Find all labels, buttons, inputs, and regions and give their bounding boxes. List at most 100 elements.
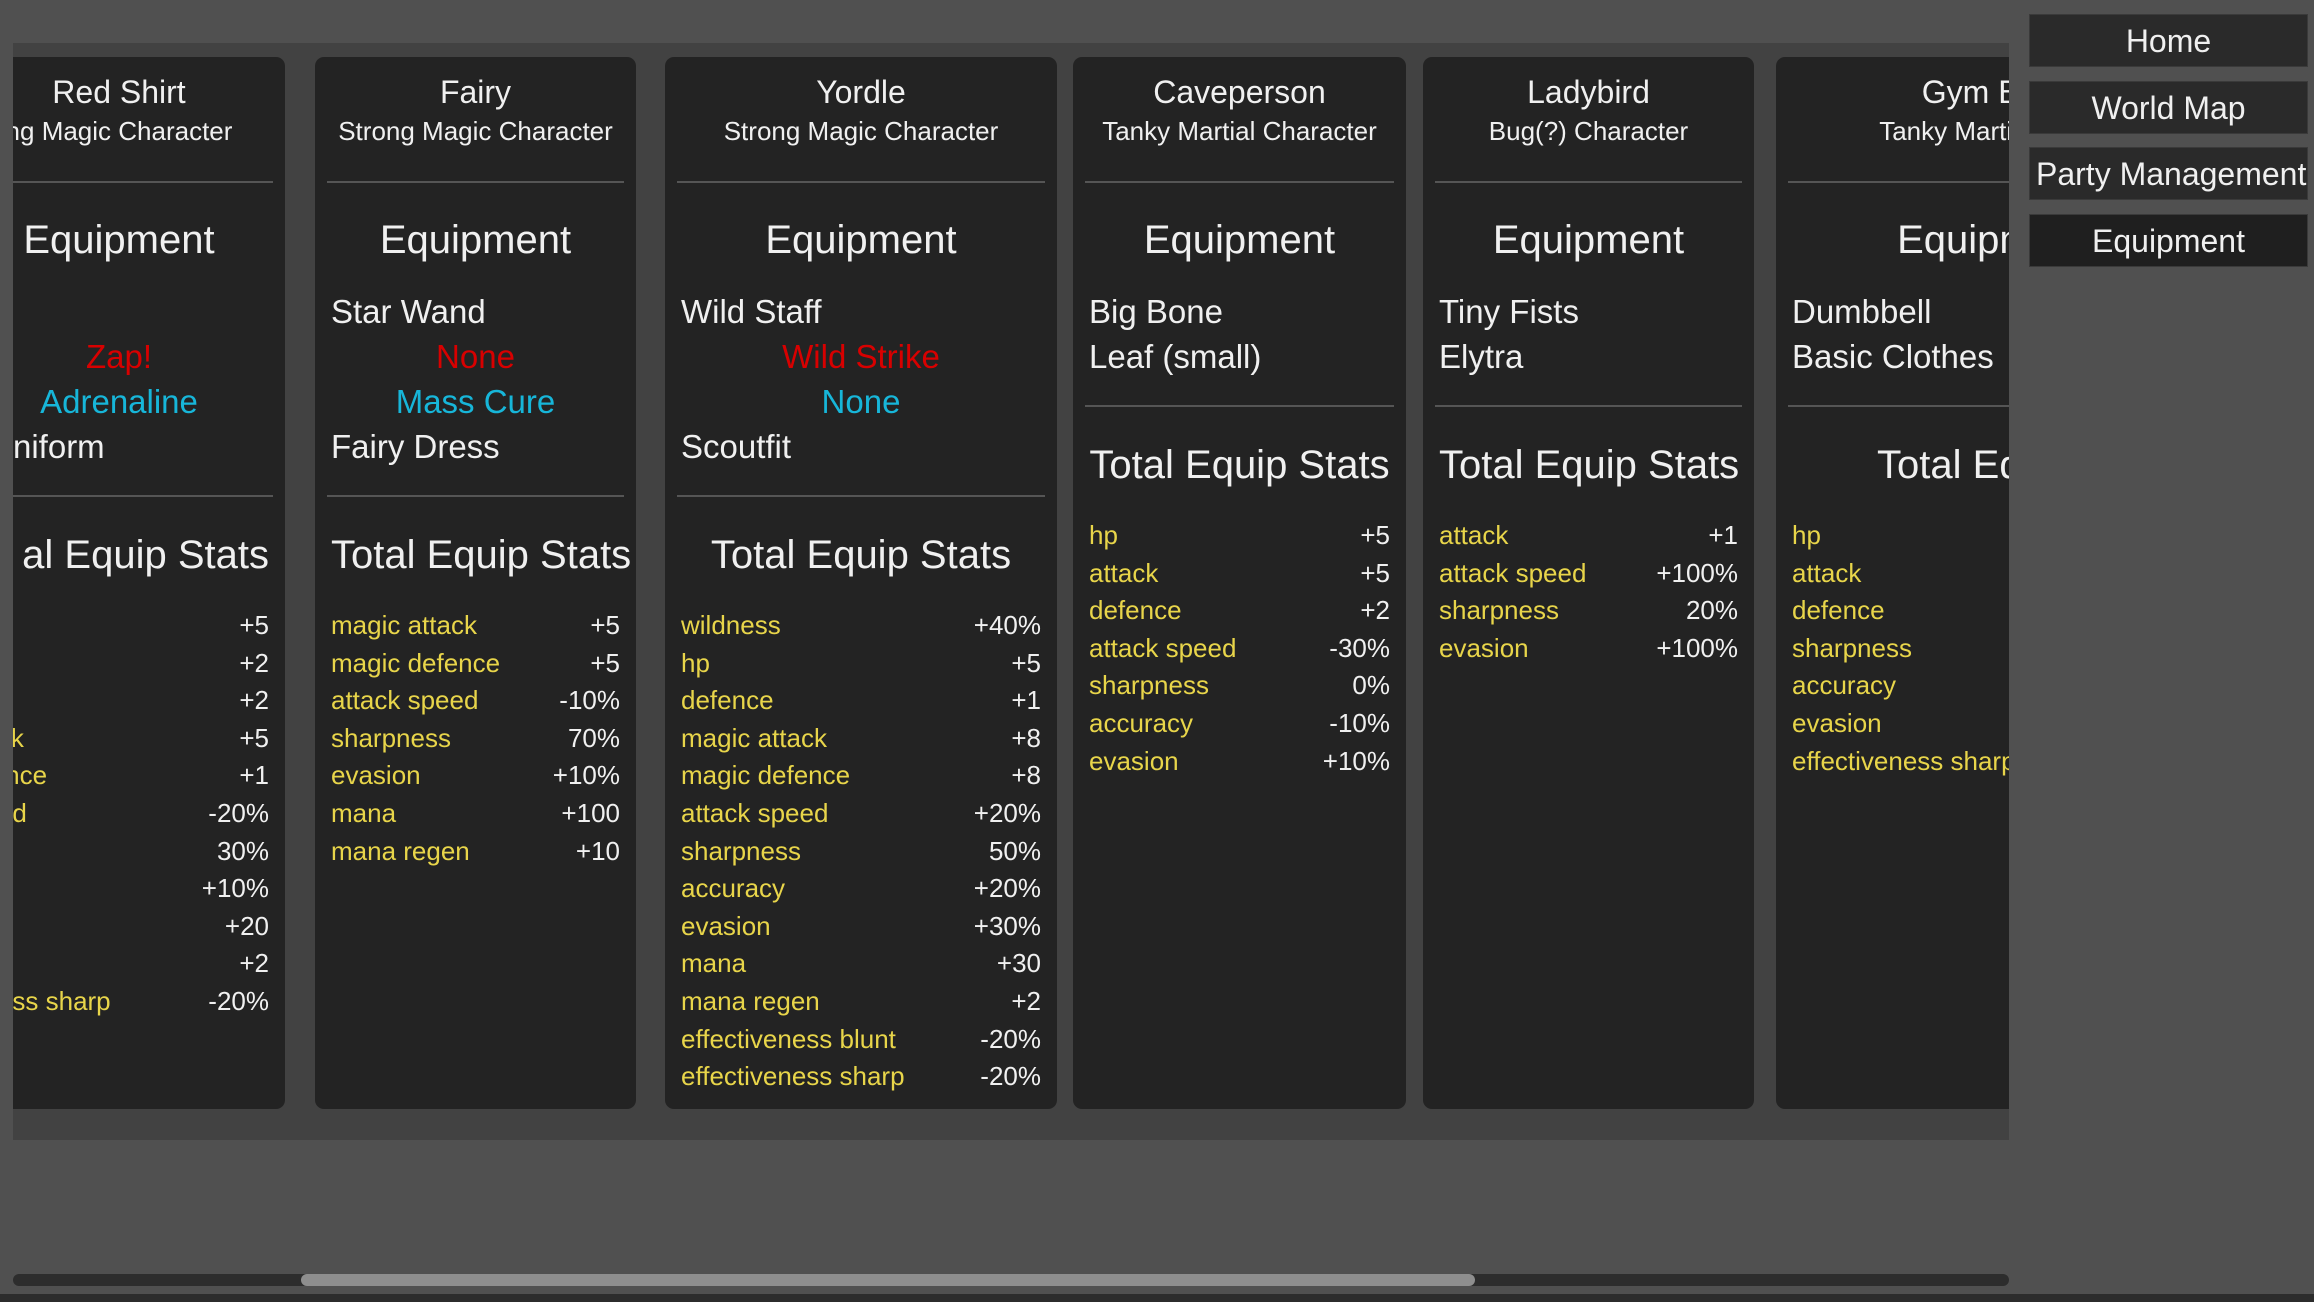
equipment-title: Equipment: [1143, 218, 1336, 262]
equipment-title: Equipment: [765, 218, 957, 262]
stat-name: hp: [681, 647, 710, 678]
scrollbar-thumb[interactable]: [301, 1274, 1475, 1286]
character-class: Bug(?) Character: [1488, 116, 1689, 146]
stat-name: attack speed: [1439, 557, 1587, 588]
stat-name: mana: [681, 948, 747, 979]
stat-value: +30: [996, 948, 1041, 979]
stat-row: accuracy -10%: [1089, 705, 1390, 743]
skill-slot-support[interactable]: Adrenaline: [40, 383, 198, 420]
nav-party-management-button[interactable]: Party Management: [2029, 147, 2308, 200]
divider: [1435, 181, 1742, 183]
equipment-title: Equipment: [23, 218, 215, 262]
stat-name: defence: [1792, 595, 1885, 626]
stat-row: mana +100: [331, 795, 620, 833]
equipment-list: r Zap! Adrenaline r Uniform: [13, 289, 269, 469]
stat-value: 50%: [988, 835, 1041, 866]
skill-slot-support[interactable]: Mass Cure: [395, 383, 556, 420]
stat-row: y+10%: [13, 870, 269, 908]
stat-row: attack speed +100%: [1439, 555, 1738, 593]
stat-name: wildness: [681, 610, 781, 640]
stat-row: accuracy: [1792, 667, 2009, 705]
stat-row: gen+2: [13, 945, 269, 983]
equipment-item[interactable]: Dumbbell: [1792, 293, 1932, 330]
nav-world-map-button[interactable]: World Map: [2029, 80, 2308, 134]
character-header: Gym Br Tanky Martial Ch: [1792, 57, 2009, 149]
total-equip-stats-title: Total Equip Stats: [1089, 443, 1390, 487]
equipment-item[interactable]: Leaf (small): [1089, 338, 1262, 375]
stat-row: +2: [13, 682, 269, 720]
stat-row: sharpness 70%: [331, 720, 620, 758]
stat-row: accuracy +20%: [681, 870, 1041, 908]
stat-value: +5: [590, 647, 620, 678]
stat-row: attack: [1792, 555, 2009, 593]
divider: [1085, 405, 1394, 407]
stat-name: attack speed: [681, 797, 829, 828]
stat-value: +2: [1360, 595, 1390, 626]
character-name: Gym Br: [1921, 74, 2009, 110]
stat-name: sharpness: [1089, 670, 1209, 701]
stat-value: +1: [1011, 685, 1041, 716]
stat-value: +5: [590, 610, 620, 640]
skill-slot-support[interactable]: None: [821, 383, 901, 420]
character-card: Caveperson Tanky Martial Character Equipme…: [1073, 57, 1406, 1109]
stat-value: +30%: [973, 910, 1041, 941]
stat-row: eness sharp -20%: [13, 983, 269, 1021]
stat-row: attack speed +20%: [681, 795, 1041, 833]
stat-value: -10%: [559, 685, 620, 716]
character-header: Ladybird Bug(?) Character: [1439, 57, 1738, 149]
equipment-item[interactable]: Star Wand: [331, 293, 486, 330]
stat-value: +2: [239, 948, 269, 979]
character-card: Red Shirt ng Magic Character Equipment r Zap…: [13, 57, 285, 1109]
stat-name: magic defence: [331, 647, 501, 678]
stat-value: -20%: [208, 985, 269, 1016]
equipment-item[interactable]: Scoutfit: [681, 428, 792, 465]
equipment-item[interactable]: Basic Clothes: [1792, 338, 1994, 375]
stat-row: mana +30: [681, 945, 1041, 983]
stat-value: +8: [1011, 760, 1041, 791]
stat-value: 0%: [1352, 670, 1390, 701]
stat-name: magic attack: [681, 722, 827, 753]
divider: [327, 181, 624, 183]
stat-name: accuracy: [1089, 707, 1194, 738]
equipment-item[interactable]: r Uniform: [13, 428, 105, 465]
stat-name: hp: [1089, 520, 1118, 550]
total-equip-stats-title: al Equip Stats: [22, 533, 269, 577]
nav-home-button[interactable]: Home: [2029, 14, 2308, 67]
total-equip-stats-title: Total Equip Stats: [331, 533, 632, 577]
character-class: ng Magic Character: [13, 116, 233, 146]
stat-value: +5: [1011, 647, 1041, 678]
stat-row: peed -20%: [13, 795, 269, 833]
stat-value: +2: [239, 647, 269, 678]
skill-slot-attack[interactable]: Zap!: [85, 338, 153, 375]
stat-row: effectiveness sharp: [1792, 743, 2009, 781]
skill-slot-attack[interactable]: None: [436, 338, 515, 375]
character-scroll-area[interactable]: Red Shirt ng Magic Character Equipment r Zap…: [13, 43, 2009, 1140]
divider: [1085, 181, 1394, 183]
stat-value: +10%: [201, 873, 269, 904]
stat-row: hp +5: [681, 645, 1041, 683]
total-equip-stats-title: Total Equip: [1877, 443, 2009, 487]
stat-name: effectiveness sharp: [681, 1061, 905, 1092]
equipment-item[interactable]: Tiny Fists: [1439, 293, 1579, 330]
equipment-item[interactable]: Elytra: [1439, 338, 1524, 375]
stat-row: hp +5: [1089, 517, 1390, 555]
stats-list: wildness +40% hp +5 defence +1 magic attack +8 m…: [681, 607, 1041, 1096]
stat-row: defence: [1792, 592, 2009, 630]
stat-name: sharpness: [681, 835, 801, 866]
stat-name: mana: [331, 797, 397, 828]
horizontal-scrollbar[interactable]: [13, 1274, 2009, 1286]
stat-row: sharpness 20%: [1439, 592, 1738, 630]
stat-name: attack: [1439, 520, 1509, 550]
nav-equipment-button[interactable]: Equipment: [2029, 213, 2308, 267]
stat-value: 70%: [567, 722, 620, 753]
equipment-item[interactable]: r: [13, 289, 269, 334]
equipment-list: Dumbbell Basic Clothes: [1792, 289, 2009, 379]
skill-slot-attack[interactable]: Wild Strike: [782, 338, 940, 375]
stat-row: +5: [13, 607, 269, 645]
stat-row: evasion +100%: [1439, 630, 1738, 668]
equipment-item[interactable]: Wild Staff: [681, 293, 822, 330]
equipment-item[interactable]: Big Bone: [1089, 293, 1223, 330]
equipment-item[interactable]: Fairy Dress: [331, 428, 500, 465]
stats-list: hp attack defence sharpness accuracy evasion e…: [1792, 517, 2009, 780]
stat-name: evasion: [1792, 707, 1882, 738]
